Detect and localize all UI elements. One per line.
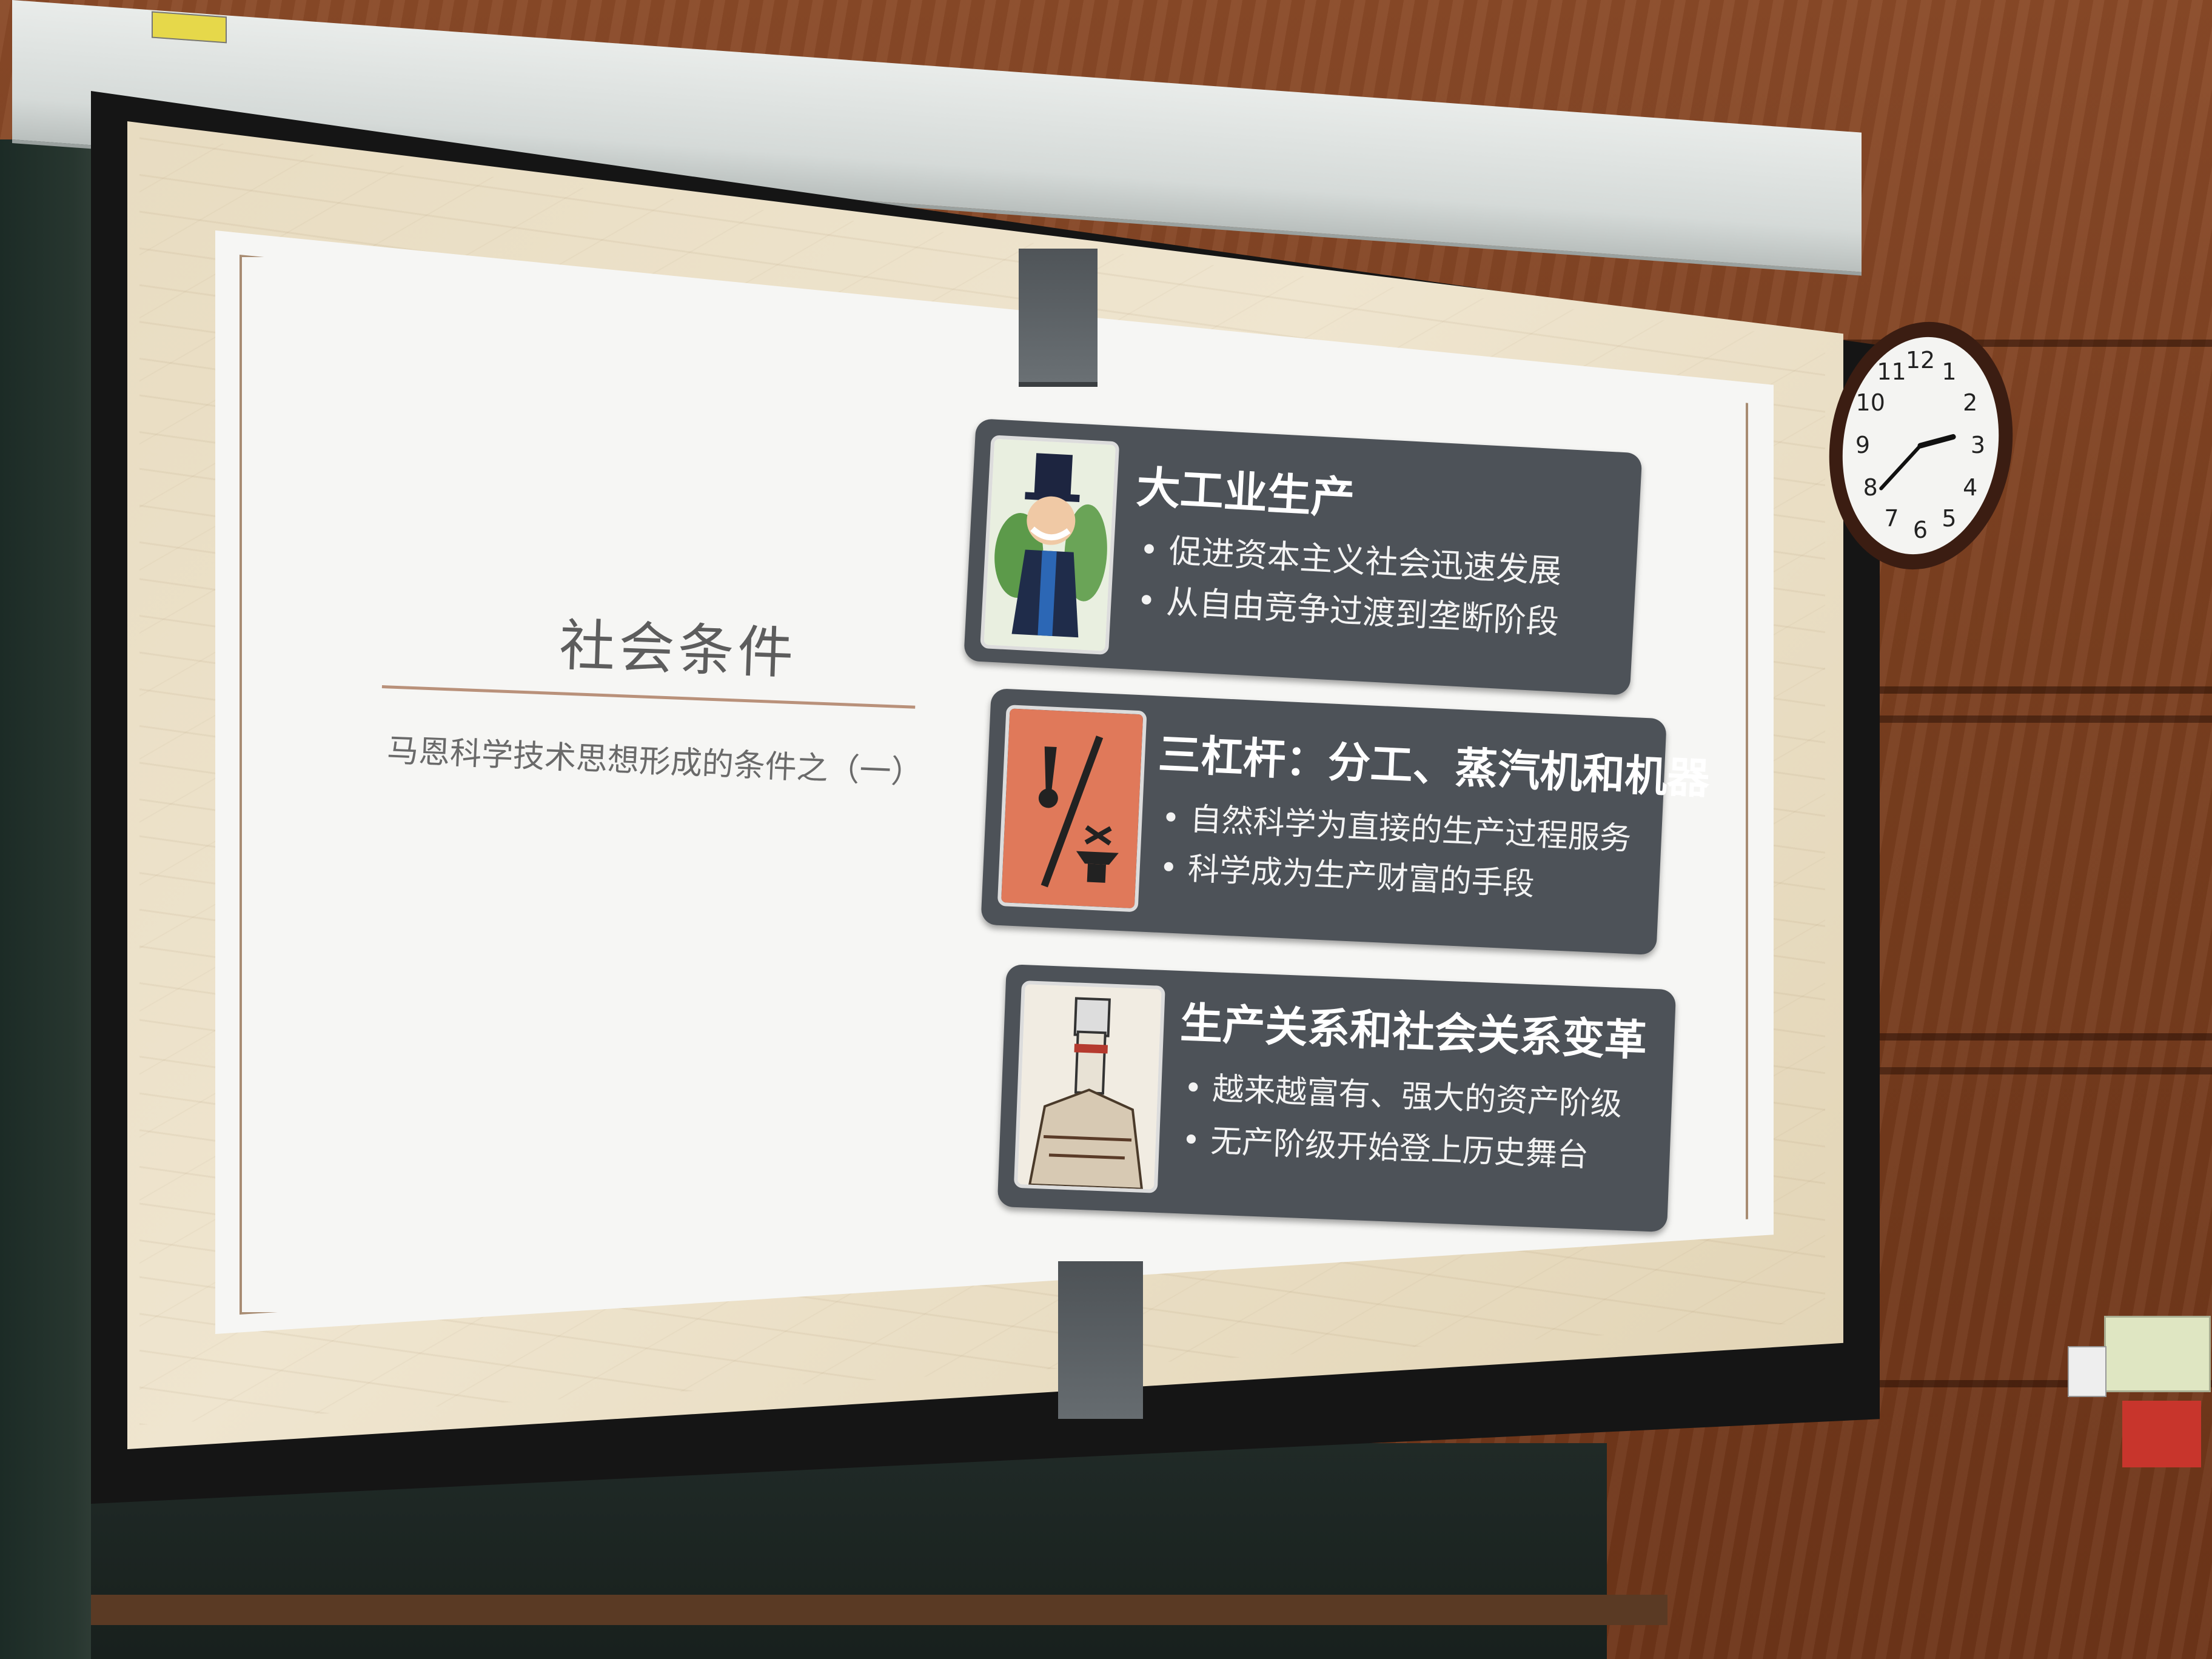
clock-minute-hand xyxy=(1879,444,1922,491)
card-title: 三杠杆：分工、蒸汽机和机器 xyxy=(1157,729,1711,804)
pen-and-anvil-icon xyxy=(997,705,1147,913)
card-industry: 大工业生产 促进资本主义社会迅速发展 从自由竞争过渡到垄断阶段 xyxy=(964,418,1643,696)
slide-tab-bottom xyxy=(1058,1261,1143,1419)
board-rail xyxy=(91,1595,1667,1625)
clock-number: 2 xyxy=(1963,389,1977,416)
card-bullets: 促进资本主义社会迅速发展 从自由竞争过渡到垄断阶段 xyxy=(1135,524,1563,648)
clock-number: 8 xyxy=(1863,474,1878,501)
section-title: 社会条件 xyxy=(558,612,799,686)
clock-number: 1 xyxy=(1942,358,1956,385)
card-relations-change: 生产关系和社会关系变革 越来越富有、强大的资产阶级 无产阶级开始登上历史舞台 xyxy=(997,964,1677,1233)
red-notice-sign xyxy=(2122,1401,2201,1467)
clock-number: 6 xyxy=(1913,517,1928,543)
clock-number: 5 xyxy=(1942,505,1956,532)
housing-label xyxy=(152,11,227,44)
wall-socket xyxy=(2068,1346,2106,1397)
card-three-levers: 三杠杆：分工、蒸汽机和机器 自然科学为直接的生产过程服务 科学成为生产财富的手段 xyxy=(980,688,1711,956)
raised-fist-icon xyxy=(1013,980,1165,1193)
card-bullets: 自然科学为直接的生产过程服务 科学成为生产财富的手段 xyxy=(1158,793,1632,914)
slide-tab-top xyxy=(1019,249,1098,387)
monopoly-man-icon xyxy=(980,435,1120,655)
thermostat xyxy=(2104,1316,2211,1392)
clock-number: 10 xyxy=(1856,389,1885,416)
clock-number: 3 xyxy=(1971,432,1985,458)
card-title: 生产关系和社会关系变革 xyxy=(1179,998,1648,1066)
clock-number: 7 xyxy=(1884,505,1899,532)
clock-number: 9 xyxy=(1855,432,1870,458)
card-bullets: 越来越富有、强大的资产阶级 无产阶级开始登上历史舞台 xyxy=(1181,1062,1623,1183)
clock-number: 12 xyxy=(1906,347,1935,374)
card-title: 大工业生产 xyxy=(1135,461,1356,524)
clock-hour-hand xyxy=(1917,434,1956,449)
clock-number: 11 xyxy=(1877,358,1906,385)
clock-number: 4 xyxy=(1963,474,1977,501)
